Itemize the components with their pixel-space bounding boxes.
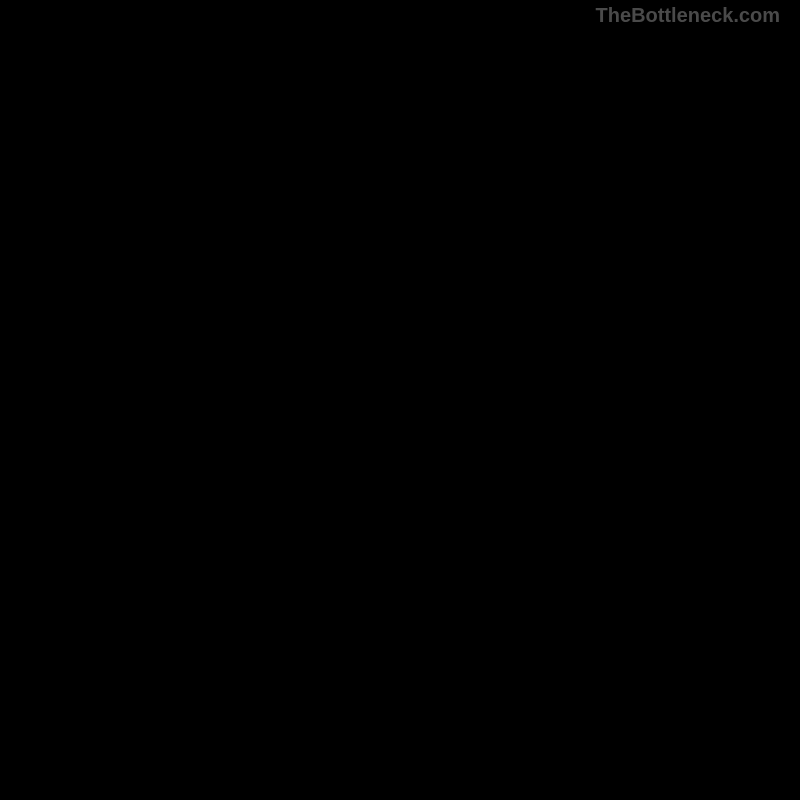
heatmap-plot bbox=[22, 28, 778, 780]
watermark-text: TheBottleneck.com bbox=[596, 5, 780, 28]
